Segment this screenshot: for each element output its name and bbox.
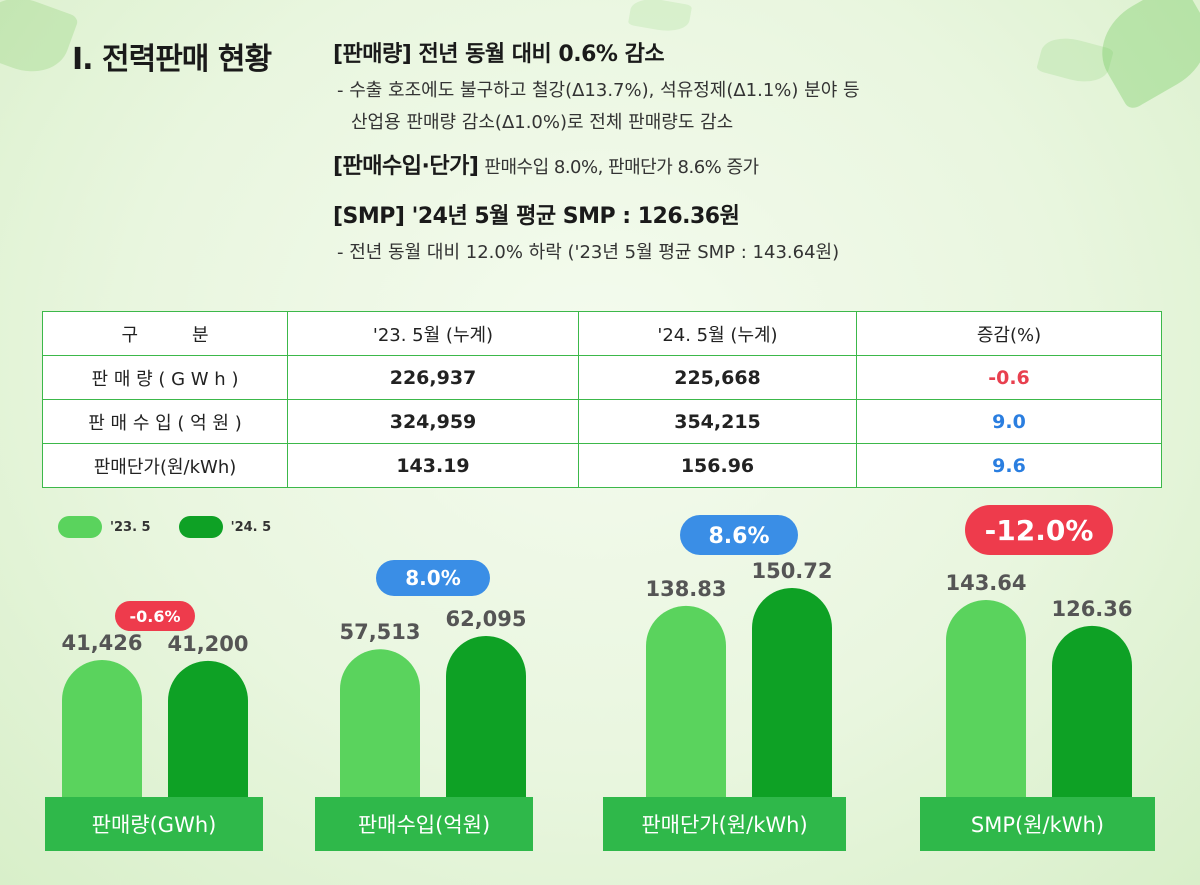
bar [446, 636, 526, 815]
category-box [45, 797, 263, 851]
bar-value-label: 62,095 [445, 607, 526, 631]
table-row: 판매단가(원/kWh) 143.19 156.96 9.6 [42, 443, 1162, 488]
bar-value-label: 126.36 [1051, 597, 1132, 621]
chart-legend: '23. 5 '24. 5 [58, 516, 299, 538]
revenue-headline: [판매수입·단가] 판매수입 8.0%, 판매단가 8.6% 증가 [333, 148, 1173, 180]
bar [340, 649, 420, 815]
revenue-head-label: [판매수입·단가] [333, 154, 479, 179]
table-header: 구 분 [42, 311, 288, 356]
smp-headline: [SMP] '24년 5월 평균 SMP : 126.36원 [333, 204, 740, 229]
sales-headline: [판매량] 전년 동월 대비 0.6% 감소 [333, 42, 665, 67]
category-label: 판매량(GWh) [92, 813, 217, 837]
value-2024: 156.96 [578, 443, 857, 488]
summary-block: [판매량] 전년 동월 대비 0.6% 감소 - 수출 호조에도 불구하고 철강… [333, 36, 1173, 264]
bar [946, 600, 1026, 815]
bar [646, 605, 726, 815]
category-box [603, 797, 846, 851]
bar-value-label: 143.64 [945, 571, 1026, 595]
sales-table: 구 분 '23. 5월 (누계) '24. 5월 (누계) 증감(%) 판 매 … [42, 311, 1162, 488]
legend-swatch-2023 [58, 516, 102, 538]
value-2023: 324,959 [287, 399, 579, 444]
table-header: '23. 5월 (누계) [287, 311, 579, 356]
bar [1052, 625, 1132, 815]
legend-label-2023: '23. 5 [110, 519, 151, 535]
table-header: '24. 5월 (누계) [578, 311, 857, 356]
section-title: I. 전력판매 현황 [72, 42, 272, 77]
table-header: 증감(%) [856, 311, 1162, 356]
legend-item-2024: '24. 5 [178, 516, 272, 538]
category-label: 판매단가(원/kWh) [641, 813, 807, 837]
table-row: 판 매 량 ( G W h ) 226,937 225,668 -0.6 [42, 355, 1162, 400]
change-value: 9.0 [856, 399, 1162, 444]
change-badge [965, 505, 1113, 555]
category-label: 판매수입(억원) [358, 813, 490, 837]
change-badge-label: 8.6% [708, 524, 769, 549]
legend-swatch-2024 [178, 516, 223, 538]
bar-value-label: 150.72 [751, 559, 832, 583]
table-row: 판 매 수 입 ( 억 원 ) 324,959 354,215 9.0 [42, 399, 1162, 444]
bar-value-label: 41,426 [61, 631, 142, 655]
category-box [315, 797, 533, 851]
category-label: SMP(원/kWh) [971, 813, 1104, 837]
change-badge [376, 560, 490, 596]
change-badge-label: -0.6% [129, 607, 180, 626]
category-box [920, 797, 1155, 851]
row-label: 판 매 수 입 ( 억 원 ) [42, 399, 288, 444]
row-label: 판 매 량 ( G W h ) [42, 355, 288, 400]
value-2024: 225,668 [578, 355, 857, 400]
smp-detail: - 전년 동월 대비 12.0% 하락 ('23년 5월 평균 SMP : 14… [337, 242, 840, 263]
change-badge [115, 601, 195, 631]
value-2024: 354,215 [578, 399, 857, 444]
change-value: 9.6 [856, 443, 1162, 488]
table-header-row: 구 분 '23. 5월 (누계) '24. 5월 (누계) 증감(%) [42, 311, 1162, 356]
change-badge [680, 515, 798, 555]
bar [168, 660, 248, 815]
change-badge-label: -12.0% [985, 514, 1094, 547]
bar-value-label: 41,200 [167, 632, 248, 656]
row-label: 판매단가(원/kWh) [42, 443, 288, 488]
bar [752, 588, 832, 815]
bar [62, 660, 142, 815]
change-badge-label: 8.0% [405, 566, 460, 590]
sales-detail-2: 산업용 판매량 감소(Δ1.0%)로 전체 판매량도 감소 [351, 112, 734, 133]
legend-item-2023: '23. 5 [58, 516, 151, 538]
sales-detail-1: - 수출 호조에도 불구하고 철강(Δ13.7%), 석유정제(Δ1.1%) 분… [337, 80, 860, 101]
change-value: -0.6 [856, 355, 1162, 400]
bar-value-label: 138.83 [645, 577, 726, 601]
value-2023: 143.19 [287, 443, 579, 488]
revenue-head-text: 판매수입 8.0%, 판매단가 8.6% 증가 [484, 157, 759, 178]
value-2023: 226,937 [287, 355, 579, 400]
legend-label-2024: '24. 5 [230, 519, 272, 535]
bar-value-label: 57,513 [339, 620, 420, 644]
